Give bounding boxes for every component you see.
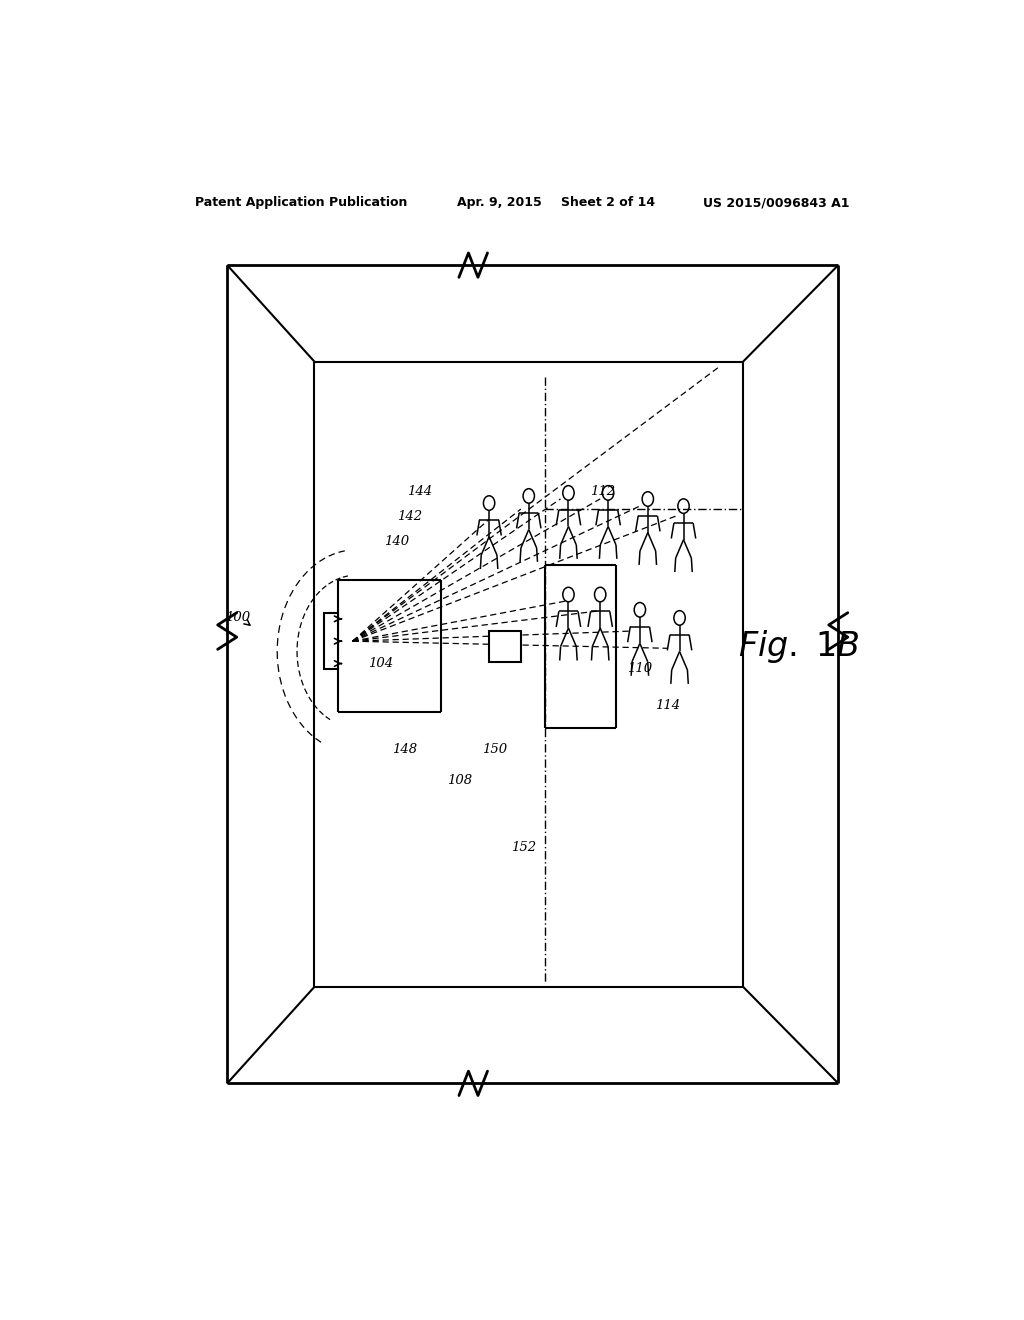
Text: 142: 142 <box>397 510 422 523</box>
Text: 100: 100 <box>225 611 250 624</box>
Text: 148: 148 <box>391 743 417 756</box>
Text: 144: 144 <box>408 486 432 498</box>
Text: 152: 152 <box>511 841 536 854</box>
Text: 150: 150 <box>482 743 507 756</box>
Text: Patent Application Publication: Patent Application Publication <box>196 195 408 209</box>
Text: US 2015/0096843 A1: US 2015/0096843 A1 <box>703 195 850 209</box>
Text: Sheet 2 of 14: Sheet 2 of 14 <box>560 195 654 209</box>
Bar <box>324 614 338 669</box>
Bar <box>489 631 521 661</box>
Text: 140: 140 <box>384 535 409 548</box>
Text: 114: 114 <box>655 698 680 711</box>
Text: 108: 108 <box>447 774 472 787</box>
Text: 104: 104 <box>368 657 393 671</box>
Text: 112: 112 <box>590 486 615 498</box>
Text: Apr. 9, 2015: Apr. 9, 2015 <box>458 195 542 209</box>
Text: 110: 110 <box>628 663 652 675</box>
Text: $\mathit{Fig.\ 1B}$: $\mathit{Fig.\ 1B}$ <box>737 628 859 665</box>
